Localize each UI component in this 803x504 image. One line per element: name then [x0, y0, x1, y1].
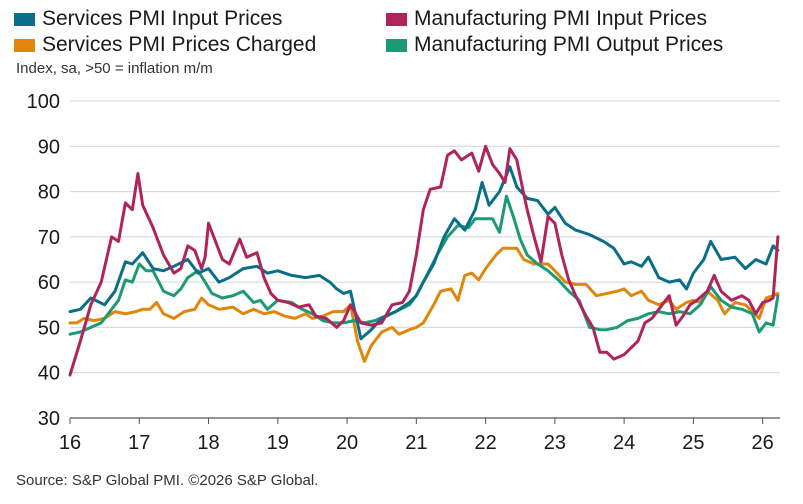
legend-label-services-input: Services PMI Input Prices [42, 7, 283, 30]
y-tick-label: 80 [38, 182, 60, 204]
chart-subtitle: Index, sa, >50 = inflation m/m [16, 60, 213, 77]
x-tick-label: 22 [474, 432, 496, 454]
axis-layer: 30 40 50 60 70 80 90 100 16 17 18 19 20 21 22 23 24 25 26 [27, 91, 780, 454]
legend-item-services-charged: Services PMI Prices Charged [14, 32, 316, 58]
legend-item-manufacturing-output: Manufacturing PMI Output Prices [386, 32, 723, 58]
legend-swatch-services-input [14, 12, 35, 26]
y-tick-label: 90 [38, 136, 60, 158]
x-tick-label: 26 [752, 432, 774, 454]
x-tick-label: 20 [336, 432, 358, 454]
y-tick-label: 70 [38, 227, 60, 249]
x-tick-label: 19 [267, 432, 289, 454]
x-tick-label: 17 [128, 432, 150, 454]
legend-swatch-services-charged [14, 38, 35, 52]
series-line-services-pmi-input-prices [68, 165, 780, 341]
y-tick-label: 50 [38, 317, 60, 339]
legend-swatch-manufacturing-output [386, 38, 407, 52]
x-tick-label: 21 [405, 432, 427, 454]
legend-item-services-input: Services PMI Input Prices [14, 6, 282, 32]
y-tick-label: 30 [38, 408, 60, 430]
legend-label-manufacturing-input: Manufacturing PMI Input Prices [414, 7, 707, 30]
series-layer [68, 144, 780, 377]
x-tick-label: 16 [59, 432, 81, 454]
legend-swatch-manufacturing-input [386, 12, 407, 26]
x-tick-label: 25 [682, 432, 704, 454]
chart-source: Source: S&P Global PMI. ©2026 S&P Global… [16, 472, 319, 489]
legend-item-manufacturing-input: Manufacturing PMI Input Prices [386, 6, 707, 32]
x-tick-label: 24 [613, 432, 635, 454]
legend-label-services-charged: Services PMI Prices Charged [42, 33, 317, 56]
y-tick-label: 100 [27, 91, 60, 113]
x-tick-label: 18 [197, 432, 219, 454]
legend-label-manufacturing-output: Manufacturing PMI Output Prices [414, 33, 724, 56]
chart-legend: Services PMI Input Prices Manufacturing … [14, 6, 794, 60]
y-tick-label: 60 [38, 272, 60, 294]
grid-layer [70, 100, 780, 419]
y-tick-label: 40 [38, 363, 60, 385]
x-tick-label: 23 [544, 432, 566, 454]
series-line-manufacturing-pmi-input-prices [68, 144, 780, 377]
